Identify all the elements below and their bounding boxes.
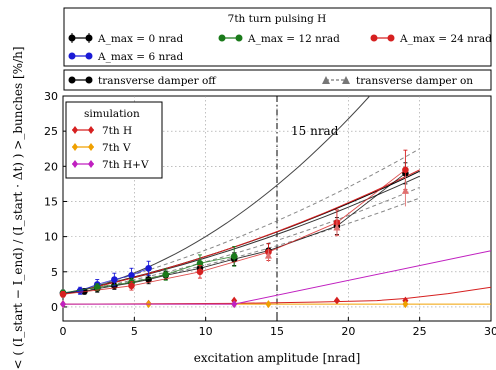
data-point bbox=[128, 271, 135, 279]
y-tick-label: 30 bbox=[44, 90, 58, 103]
legend-entry-amax-24: A_max = 24 nrad bbox=[370, 33, 492, 45]
legend-label-damper-off: transverse damper off bbox=[98, 75, 217, 87]
legend-label-amax-6: A_max = 6 nrad bbox=[97, 51, 184, 63]
fit-lines bbox=[62, 95, 420, 295]
legend-label-amax-12: A_max = 12 nrad bbox=[247, 33, 340, 45]
sim-legend: simulation 7th H 7th V 7th H+V bbox=[65, 101, 163, 179]
sim-legend-label-hv: 7th H+V bbox=[102, 159, 149, 171]
x-tick-label: 5 bbox=[131, 325, 138, 338]
x-tick-label: 30 bbox=[484, 325, 496, 338]
sim-marker bbox=[265, 300, 272, 309]
y-tick-label: 25 bbox=[44, 125, 58, 138]
top-legend: 7th turn pulsing H A_max = 0 nrad A_max … bbox=[63, 7, 492, 67]
x-tick-label: 15 bbox=[270, 325, 284, 338]
axes: 0 5 10 15 20 25 30 0 5 10 15 20 25 30 bbox=[44, 90, 496, 338]
sim-legend-title: simulation bbox=[84, 108, 140, 120]
sim-marker bbox=[333, 296, 340, 305]
damper-on-point bbox=[401, 186, 409, 194]
data-point bbox=[111, 276, 118, 283]
y-tick-label: 5 bbox=[51, 266, 58, 279]
vline-label: 15 nrad bbox=[291, 124, 339, 138]
data-point bbox=[59, 290, 67, 298]
y-tick-label: 15 bbox=[44, 195, 58, 208]
simulation-curves bbox=[60, 250, 492, 309]
damper-on-point bbox=[333, 223, 341, 231]
fit-line bbox=[62, 169, 420, 295]
series-line bbox=[62, 255, 235, 294]
y-tick-label: 0 bbox=[51, 301, 58, 314]
data-point bbox=[230, 253, 238, 260]
series-line bbox=[62, 169, 406, 295]
legend-label-damper-on: transverse damper on bbox=[356, 75, 473, 87]
y-axis-label: < ( (I_start − I_end) / (I_start · Δt) )… bbox=[11, 46, 25, 369]
sim-legend-entry-hv: 7th H+V bbox=[72, 159, 149, 171]
sim-legend-entry-h: 7th H bbox=[72, 125, 132, 137]
sim-marker bbox=[402, 300, 409, 309]
y-tick-label: 20 bbox=[44, 160, 58, 173]
legend-label-amax-24: A_max = 24 nrad bbox=[399, 33, 492, 45]
x-axis-label: excitation amplitude [nrad] bbox=[194, 351, 361, 365]
legend-label-amax-0: A_max = 0 nrad bbox=[97, 33, 184, 45]
data-point bbox=[162, 271, 170, 278]
y-tick-label: 10 bbox=[44, 231, 58, 244]
annotation-15nrad: 15 nrad bbox=[276, 96, 339, 321]
legend-entry-amax-0: A_max = 0 nrad bbox=[68, 33, 184, 45]
x-tick-label: 10 bbox=[199, 325, 213, 338]
data-point bbox=[402, 166, 409, 174]
data-points bbox=[59, 149, 409, 298]
sim-marker bbox=[231, 300, 238, 309]
legend-entry-amax-12: A_max = 12 nrad bbox=[218, 33, 340, 45]
x-tick-label: 20 bbox=[341, 325, 355, 338]
legend-entry-damper-on: transverse damper on bbox=[322, 75, 473, 87]
damper-on-point bbox=[264, 251, 272, 259]
data-point bbox=[145, 264, 152, 272]
sim-legend-label-h: 7th H bbox=[102, 125, 132, 137]
sim-legend-label-v: 7th V bbox=[102, 142, 131, 154]
sim-marker bbox=[60, 300, 66, 309]
data-point bbox=[93, 283, 101, 291]
fit-line bbox=[62, 148, 420, 295]
x-tick-label: 0 bbox=[60, 325, 67, 338]
data-point bbox=[196, 268, 204, 276]
legend-entry-damper-off: transverse damper off bbox=[68, 75, 217, 87]
sim-legend-entry-v: 7th V bbox=[72, 142, 131, 154]
damper-legend: transverse damper off transverse damper … bbox=[63, 69, 492, 91]
fit-line bbox=[62, 197, 420, 295]
top-legend-title: 7th turn pulsing H bbox=[228, 13, 327, 25]
x-tick-label: 25 bbox=[413, 325, 427, 338]
data-point bbox=[128, 282, 135, 290]
legend-entry-amax-6: A_max = 6 nrad bbox=[68, 51, 184, 63]
data-point bbox=[196, 260, 204, 267]
fit-line bbox=[62, 186, 420, 295]
